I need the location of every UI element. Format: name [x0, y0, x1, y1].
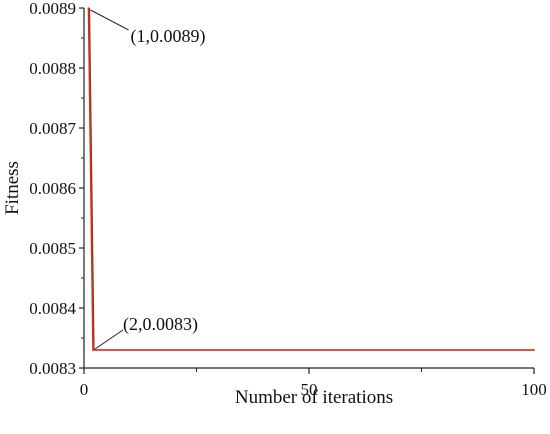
- series-line-shadow: [88, 7, 535, 351]
- x-tick-label: 100: [521, 380, 547, 399]
- data-point: [533, 349, 535, 351]
- x-tick-label: 50: [301, 380, 318, 399]
- annotation-layer: (1,0.0089) (2,0.0083): [90, 9, 206, 350]
- series-line: [87, 7, 534, 351]
- annotation-leader: [90, 9, 129, 31]
- y-tick-label: 0.0083: [29, 359, 76, 378]
- y-tick-label: 0.0086: [29, 179, 76, 198]
- annotation-label: (2,0.0083): [123, 314, 198, 335]
- y-tick-label: 0.0089: [29, 0, 76, 18]
- annotation-label: (1,0.0089): [131, 26, 206, 47]
- y-tick-label: 0.0087: [29, 119, 76, 138]
- annotation-leader: [94, 329, 124, 350]
- data-point: [87, 7, 90, 9]
- y-tick-label: 0.0084: [29, 299, 76, 318]
- x-axis-title: Number of iterations: [235, 387, 393, 408]
- x-tick-label: 0: [80, 380, 89, 399]
- axes-layer: [79, 7, 535, 374]
- data-point: [92, 349, 94, 351]
- y-axis-title: Fitness: [2, 161, 23, 215]
- series-layer: [87, 7, 535, 351]
- y-tick-label: 0.0085: [29, 239, 76, 258]
- label-layer: 0.0083 0.0084 0.0085 0.0086 0.0087 0.0088 0.00…: [2, 0, 547, 408]
- y-tick-label: 0.0088: [29, 59, 76, 78]
